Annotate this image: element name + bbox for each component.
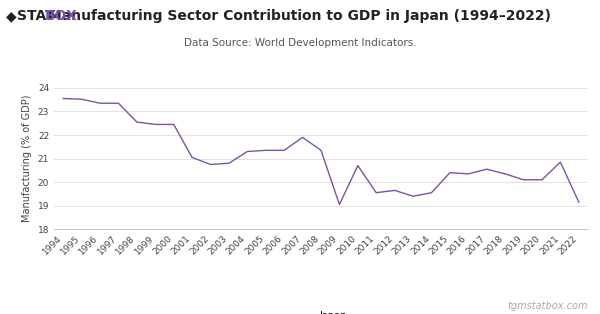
Text: BOX: BOX (45, 9, 78, 24)
Text: Manufacturing Sector Contribution to GDP in Japan (1994–2022): Manufacturing Sector Contribution to GDP… (49, 9, 551, 24)
Text: ◆: ◆ (6, 9, 17, 24)
Legend: Japan: Japan (291, 307, 351, 314)
Text: STAT: STAT (17, 9, 55, 24)
Text: tgmstatbox.com: tgmstatbox.com (508, 301, 588, 311)
Y-axis label: Manufacturing (% of GDP): Manufacturing (% of GDP) (22, 95, 32, 222)
Text: Data Source: World Development Indicators.: Data Source: World Development Indicator… (184, 38, 416, 48)
